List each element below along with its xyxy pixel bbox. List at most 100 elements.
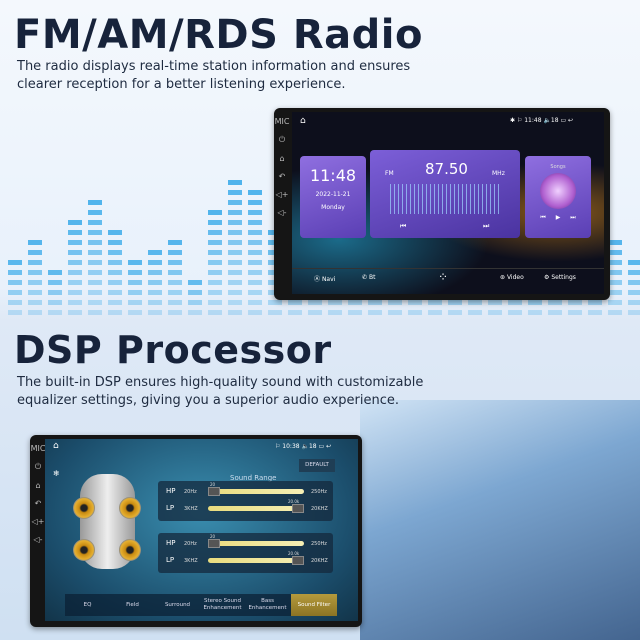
hp-slider-handle[interactable] xyxy=(208,539,220,548)
lp-slider-handle[interactable] xyxy=(292,504,304,513)
previous-icon[interactable]: ⏮ xyxy=(540,214,546,221)
eq-bar-segment xyxy=(468,300,482,305)
home-icon[interactable]: ⌂ xyxy=(279,154,285,163)
eq-bar-segment xyxy=(68,240,82,245)
eq-bar-segment xyxy=(148,280,162,285)
eq-bar-segment xyxy=(608,280,622,285)
hp-label: HP xyxy=(166,487,176,495)
tab-surround[interactable]: Surround xyxy=(164,601,191,608)
eq-bar-segment xyxy=(28,250,42,255)
speaker-rear-left[interactable] xyxy=(73,539,95,561)
eq-bar-segment xyxy=(448,300,462,305)
eq-bar-segment xyxy=(88,310,102,315)
eq-bar-segment xyxy=(488,300,502,305)
radio-widget[interactable]: FM 87.50 MHz ⏮ ⏭ xyxy=(370,150,520,238)
volume-up-icon[interactable]: ◁+ xyxy=(31,517,45,526)
hp-label: HP xyxy=(166,539,176,547)
eq-bar-segment xyxy=(248,250,262,255)
lp-slider[interactable] xyxy=(208,558,304,563)
home-outline-icon[interactable]: ⌂ xyxy=(300,116,306,126)
eq-bar-segment xyxy=(388,300,402,305)
dock-bt[interactable]: ✆ Bt xyxy=(362,274,376,281)
home-icon[interactable]: ⌂ xyxy=(35,481,41,490)
eq-bar-segment xyxy=(528,300,542,305)
next-icon[interactable]: ⏭ xyxy=(483,222,490,230)
dock-navi[interactable]: Ⓐ Navi xyxy=(314,276,336,283)
eq-bar-segment xyxy=(128,310,142,315)
dock-settings[interactable]: ⚙ Settings xyxy=(544,274,576,281)
lp-value: 20.0k xyxy=(288,551,300,556)
eq-bar-segment xyxy=(248,200,262,205)
home-outline-icon[interactable]: ⌂ xyxy=(53,441,59,451)
eq-bar-segment xyxy=(108,230,122,235)
dsp-title: DSP Processor xyxy=(14,328,332,372)
power-icon[interactable]: ⏻ xyxy=(34,462,42,471)
tab-bass-enhancement[interactable]: Bass Enhancement xyxy=(248,598,287,611)
side-buttons: MIC ⏻ ⌂ ↶ ◁+ ◁- xyxy=(30,444,46,544)
eq-bar-segment xyxy=(168,300,182,305)
eq-bar-segment xyxy=(208,300,222,305)
play-icon[interactable]: ▶ xyxy=(555,214,561,221)
eq-bar-segment xyxy=(88,220,102,225)
power-icon[interactable]: ⏻ xyxy=(278,135,286,144)
eq-bar-segment xyxy=(128,260,142,265)
eq-bar-segment xyxy=(168,250,182,255)
back-icon[interactable]: ↶ xyxy=(278,172,286,181)
eq-bar-segment xyxy=(408,310,422,315)
eq-bar-segment xyxy=(508,310,522,315)
eq-bar-segment xyxy=(348,300,362,305)
dsp-head-unit: MIC ⏻ ⌂ ↶ ◁+ ◁- ⌂ ⚐ 10:38 🔈18 ▭ ↩ ❄ DEFAULT S… xyxy=(30,435,362,627)
volume-up-icon[interactable]: ◁+ xyxy=(275,190,289,199)
hp-slider[interactable] xyxy=(208,489,304,494)
back-icon[interactable]: ↶ xyxy=(34,499,42,508)
speaker-rear-right[interactable] xyxy=(119,539,141,561)
eq-bar-segment xyxy=(208,250,222,255)
tab-eq[interactable]: EQ xyxy=(83,601,92,608)
clock-widget[interactable]: 11:48 2022-11-21 Monday xyxy=(300,156,366,238)
eq-bar-segment xyxy=(108,280,122,285)
lp-slider[interactable] xyxy=(208,506,304,511)
eq-bar-segment xyxy=(168,290,182,295)
eq-bar-segment xyxy=(68,290,82,295)
fan-icon[interactable]: ❄ xyxy=(53,469,60,478)
tab-stereo-sound-enhancement[interactable]: Stereo Sound Enhancement xyxy=(203,598,242,611)
eq-bar-segment xyxy=(228,260,242,265)
eq-bar-segment xyxy=(228,270,242,275)
hp-value: 20 xyxy=(210,482,216,487)
next-icon[interactable]: ⏭ xyxy=(570,214,576,221)
eq-bar-segment xyxy=(188,310,202,315)
eq-bar-segment xyxy=(628,310,640,315)
eq-bar-segment xyxy=(228,200,242,205)
radio-band: FM xyxy=(385,170,394,177)
dock-video[interactable]: ⊛ Video xyxy=(500,274,524,281)
filter-panel: HP 20Hz 20 250Hz LP 3KHZ 20.0k 20KHZ xyxy=(158,481,333,521)
eq-bar-segment xyxy=(608,290,622,295)
eq-bar-segment xyxy=(168,240,182,245)
volume-down-icon[interactable]: ◁- xyxy=(277,208,287,217)
eq-bar-segment xyxy=(468,310,482,315)
hp-slider-handle[interactable] xyxy=(208,487,220,496)
eq-bar-segment xyxy=(268,310,282,315)
eq-bar-segment xyxy=(428,300,442,305)
tab-field[interactable]: Field xyxy=(126,601,139,608)
eq-bar-segment xyxy=(328,310,342,315)
lp-value: 20.0k xyxy=(288,499,300,504)
default-button[interactable]: DEFAULT xyxy=(299,459,335,472)
eq-bar-segment xyxy=(108,260,122,265)
music-widget[interactable]: Songs ⏮ ▶ ⏭ xyxy=(525,156,591,238)
eq-bar-segment xyxy=(228,180,242,185)
volume-down-icon[interactable]: ◁- xyxy=(33,535,43,544)
lp-slider-handle[interactable] xyxy=(292,556,304,565)
eq-bar-segment xyxy=(448,310,462,315)
tab-sound-filter[interactable]: Sound Filter xyxy=(291,594,337,616)
eq-bar-segment xyxy=(248,190,262,195)
apps-icon[interactable]: ⁘ xyxy=(438,270,449,284)
dsp-tab-bar: EQ Field Surround Stereo Sound Enhanceme… xyxy=(65,594,337,616)
previous-icon[interactable]: ⏮ xyxy=(400,222,407,230)
radio-frequency: 87.50 xyxy=(425,160,468,178)
hp-slider[interactable] xyxy=(208,541,304,546)
lp-max: 20KHZ xyxy=(311,506,328,512)
eq-bar-segment xyxy=(48,300,62,305)
speaker-front-left[interactable] xyxy=(73,497,95,519)
speaker-front-right[interactable] xyxy=(119,497,141,519)
